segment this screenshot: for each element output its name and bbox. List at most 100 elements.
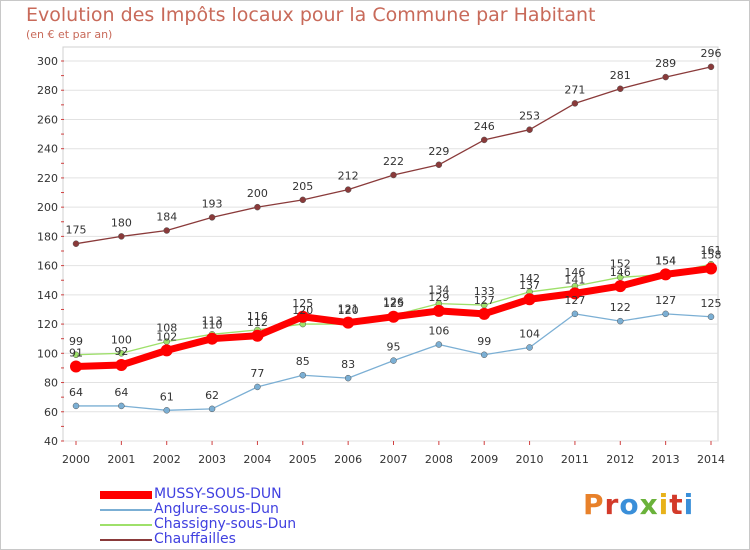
data-label: 62 (205, 389, 219, 402)
data-point (72, 240, 80, 247)
data-label: 161 (701, 244, 722, 257)
data-label: 271 (564, 83, 585, 96)
proxiti-logo: Proxiti (583, 488, 694, 521)
data-label: 296 (701, 47, 722, 60)
data-label: 158 (701, 249, 722, 262)
data-label: 108 (156, 322, 177, 335)
data-label: 154 (655, 254, 676, 267)
data-label: 127 (474, 294, 495, 307)
data-label: 152 (610, 257, 631, 270)
legend-item-chauffailles: Chauffailles (100, 532, 296, 547)
y-tick-label: 240 (37, 143, 58, 156)
data-point (163, 407, 170, 414)
data-point (208, 405, 216, 413)
data-label: 125 (292, 297, 313, 310)
page-title: Evolution des Impôts locaux pour la Comm… (26, 4, 596, 26)
logo-letter: i (683, 488, 695, 521)
x-tick-label: 2002 (153, 453, 181, 466)
data-label: 99 (69, 335, 83, 348)
legend-label: Chauffailles (154, 531, 236, 547)
data-point (523, 293, 536, 306)
data-label: 104 (519, 327, 540, 340)
y-tick-label: 280 (37, 84, 58, 97)
legend-label: Anglure-sous-Dun (154, 501, 279, 517)
data-label: 289 (655, 57, 676, 70)
x-tick-label: 2006 (334, 453, 362, 466)
data-label: 129 (428, 291, 449, 304)
data-label: 175 (66, 224, 87, 237)
data-label: 222 (383, 155, 404, 168)
data-label: 127 (564, 294, 585, 307)
data-label: 116 (247, 310, 268, 323)
data-label: 134 (428, 284, 449, 297)
data-label: 120 (338, 304, 359, 317)
y-tick-label: 140 (37, 289, 58, 302)
data-point (206, 332, 219, 345)
data-label: 212 (338, 170, 359, 183)
data-point (526, 126, 533, 133)
data-label: 142 (519, 272, 540, 285)
data-point (118, 402, 125, 410)
legend-item-mussy: MUSSY-SOUS-DUN (100, 487, 296, 502)
data-point (70, 360, 82, 373)
data-label: 180 (111, 216, 132, 229)
data-label: 137 (519, 279, 540, 292)
legend-swatch-chassigny (100, 523, 152, 526)
data-label: 99 (477, 335, 491, 348)
legend-item-chassigny: Chassigny-sous-Dun (100, 517, 296, 532)
y-tick-label: 180 (37, 230, 58, 243)
data-point (707, 63, 715, 71)
legend-swatch-chauffailles (100, 538, 152, 541)
logo-letter: o (619, 488, 640, 521)
data-label: 77 (250, 367, 264, 380)
legend-swatch-mussy (100, 490, 152, 499)
x-tick-label: 2000 (62, 453, 90, 466)
data-label: 110 (202, 319, 223, 332)
data-point (115, 359, 128, 371)
data-point (571, 100, 579, 107)
data-point (342, 316, 355, 329)
data-label: 95 (387, 341, 401, 354)
y-tick-label: 220 (37, 172, 58, 185)
data-label: 100 (111, 333, 132, 346)
data-label: 64 (114, 386, 128, 399)
data-label: 146 (564, 266, 585, 279)
data-point (432, 304, 445, 317)
data-label: 146 (610, 266, 631, 279)
data-label: 122 (610, 301, 631, 314)
x-tick-label: 2007 (380, 453, 408, 466)
y-tick-label: 80 (44, 377, 58, 390)
data-point (568, 287, 581, 300)
data-label: 281 (610, 69, 631, 82)
legend-item-anglure: Anglure-sous-Dun (100, 502, 296, 517)
logo-letter: r (604, 488, 620, 521)
x-tick-label: 2013 (652, 453, 680, 466)
x-tick-label: 2009 (470, 453, 498, 466)
data-label: 91 (69, 346, 83, 359)
x-tick-label: 2004 (243, 453, 271, 466)
data-label: 126 (383, 295, 404, 308)
y-tick-label: 60 (44, 406, 58, 419)
y-tick-label: 200 (37, 201, 58, 214)
data-point (296, 310, 309, 323)
y-tick-label: 120 (37, 318, 58, 331)
data-point (659, 268, 672, 281)
x-tick-label: 2003 (198, 453, 226, 466)
data-label: 106 (428, 325, 449, 338)
data-point (614, 280, 627, 293)
data-label: 253 (519, 110, 540, 123)
data-point (251, 329, 264, 342)
data-point (160, 344, 173, 357)
data-point (163, 227, 170, 234)
data-label: 121 (338, 303, 359, 316)
data-point (118, 350, 125, 357)
data-label: 154 (655, 254, 676, 267)
data-point (662, 73, 669, 81)
data-point (705, 262, 717, 275)
data-point (390, 357, 397, 364)
data-label: 92 (114, 345, 128, 358)
x-tick-label: 2005 (289, 453, 317, 466)
logo-letter: t (669, 488, 684, 521)
x-tick-label: 2008 (425, 453, 453, 466)
data-label: 200 (247, 187, 268, 200)
